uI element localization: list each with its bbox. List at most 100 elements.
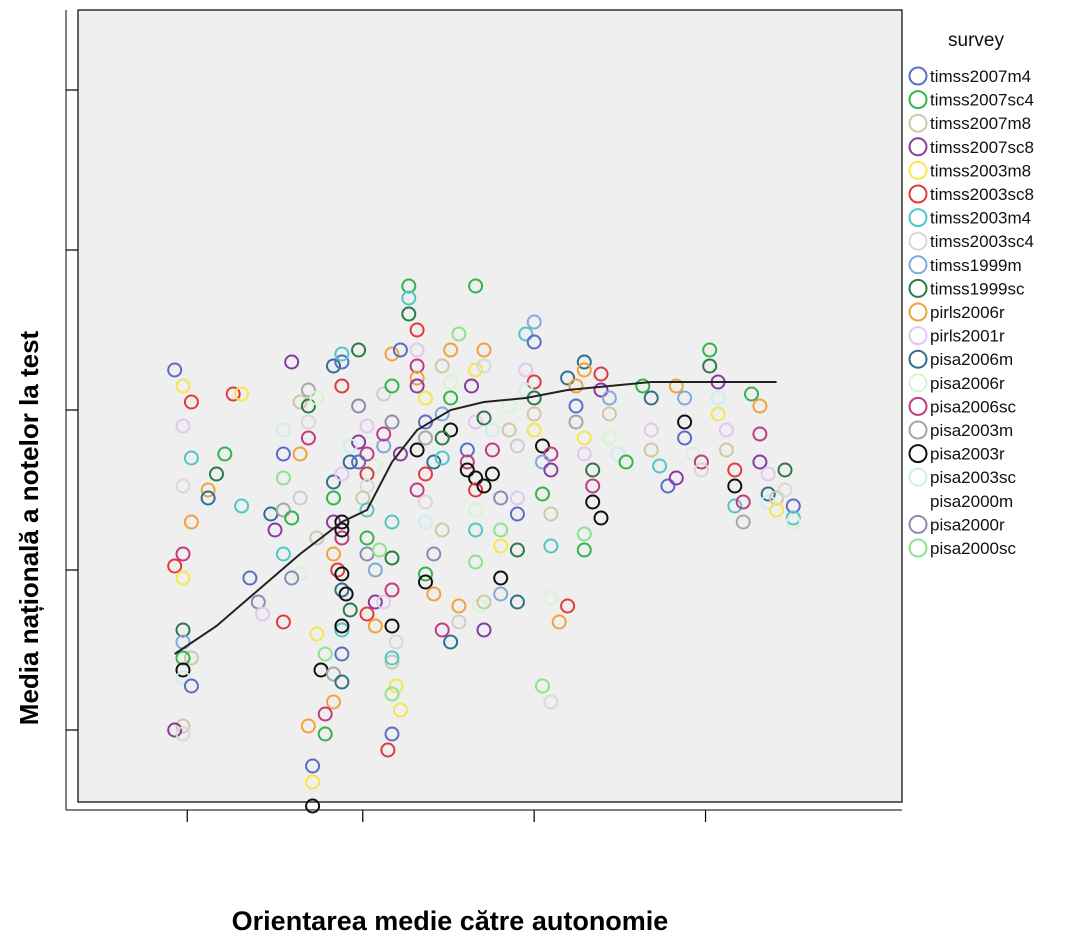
point-pisa2003r	[305, 798, 321, 814]
legend-label-timss2003sc8: timss2003sc8	[930, 185, 1034, 204]
legend-label-pisa2000r: pisa2000r	[930, 515, 1005, 534]
point-timss2007m8	[175, 718, 191, 734]
point-timss2003m4	[234, 498, 250, 514]
point-timss2007m4	[526, 334, 542, 350]
point-timss2007sc4	[326, 490, 341, 506]
legend-marker-timss2003m4	[908, 208, 928, 228]
point-timss1999m	[367, 562, 383, 578]
point-timss2003m4	[434, 450, 450, 466]
point-pirls2001r	[376, 594, 392, 610]
point-timss2007m8	[601, 406, 617, 422]
point-timss2007m4	[384, 726, 400, 742]
point-pisa2006r	[685, 446, 701, 462]
point-pisa2000sc	[372, 542, 387, 558]
point-pisa2000m	[451, 614, 467, 630]
point-timss2003sc4	[300, 414, 316, 430]
point-timss2007m8	[501, 422, 517, 438]
point-timss2003m8	[392, 702, 408, 718]
point-timss2003sc4	[418, 494, 433, 510]
point-timss1999m	[493, 586, 509, 602]
point-timss2007sc8	[476, 622, 492, 638]
x-axis-ticks	[186, 810, 707, 822]
legend-label-pisa2003m: pisa2003m	[930, 421, 1013, 440]
point-pisa2006m	[200, 490, 216, 506]
point-timss1999sc	[300, 398, 316, 414]
point-timss2007m4	[351, 454, 367, 470]
point-timss2007sc4	[217, 446, 233, 462]
legend-label-pisa2000sc: pisa2000sc	[930, 539, 1017, 558]
legend-marker-timss2007m8	[908, 113, 928, 133]
point-pisa2006m	[576, 354, 592, 370]
legend-marker-pirls2001r	[908, 326, 928, 346]
legend-marker-timss1999m	[908, 255, 928, 275]
point-pisa2003sc	[484, 422, 500, 438]
point-timss2007sc8	[284, 354, 300, 370]
point-timss1999m	[526, 314, 542, 330]
point-pisa2003r	[334, 618, 350, 634]
point-timss2003m8	[305, 774, 321, 790]
legend-label-timss2003sc4: timss2003sc4	[930, 232, 1034, 251]
point-timss2007sc4	[359, 530, 375, 546]
point-timss2003sc4	[476, 358, 492, 374]
point-timss2003sc4	[175, 726, 191, 742]
point-timss1999m	[434, 406, 450, 422]
point-timss2003sc8	[409, 322, 425, 338]
point-pisa2006r	[472, 598, 488, 614]
point-pisa2006m	[443, 634, 459, 650]
point-timss2003m4	[384, 514, 400, 530]
point-pisa2006sc	[735, 494, 751, 510]
point-pisa2003r	[677, 414, 693, 430]
point-timss2003m4	[727, 498, 743, 514]
point-pisa2003r	[334, 514, 350, 530]
point-timss1999sc	[777, 462, 793, 478]
point-pisa2006sc	[585, 478, 601, 494]
point-pisa2003r	[384, 618, 400, 634]
point-pirls2006r	[668, 378, 684, 394]
point-pisa2006m	[326, 358, 341, 374]
point-timss2003sc4	[777, 482, 793, 498]
point-pisa2006sc	[459, 454, 475, 470]
point-pisa2006sc	[334, 530, 350, 546]
point-timss1999sc	[351, 342, 367, 358]
point-pisa2003r	[476, 478, 492, 494]
legend-marker-timss2003m8	[908, 160, 928, 180]
point-timss2007m4	[334, 646, 350, 662]
point-timss2007sc4	[317, 726, 333, 742]
point-pisa2003r	[334, 522, 350, 538]
legend: timss2007m4 timss2007sc4 timss2007m8 timss2…	[908, 66, 1034, 558]
point-timss2007m4	[677, 430, 693, 446]
point-pisa2003r	[418, 574, 433, 590]
point-timss2003sc8	[183, 394, 199, 410]
point-pisa2006r	[785, 514, 801, 530]
point-timss2003sc8	[225, 386, 241, 402]
point-timss2007m4	[660, 478, 676, 494]
legend-marker-timss1999sc	[908, 278, 928, 298]
point-timss1999sc	[585, 462, 601, 478]
point-timss2007m8	[292, 394, 308, 410]
point-timss2003m8	[710, 406, 726, 422]
point-pisa2006sc	[693, 454, 709, 470]
point-pisa2006r	[309, 390, 325, 406]
point-pisa2000m	[376, 386, 392, 402]
point-timss2007sc8	[267, 522, 283, 538]
point-pirls2006r	[752, 398, 768, 414]
point-timss2003sc8	[380, 742, 396, 758]
point-timss2003m8	[576, 430, 592, 446]
point-pisa2006m	[334, 582, 350, 598]
point-timss2007sc4	[468, 278, 484, 294]
point-pisa2006sc	[359, 446, 375, 462]
point-pirls2006r	[568, 378, 584, 394]
point-timss2003m4	[468, 522, 484, 538]
point-pisa2003sc	[342, 438, 358, 454]
point-timss2007sc8	[351, 434, 367, 450]
y-axis-title: Media națională a notelor la test	[14, 330, 44, 725]
point-timss1999m	[601, 390, 617, 406]
point-timss2003m8	[468, 362, 484, 378]
point-timss2003sc8	[334, 378, 350, 394]
point-pirls2006r	[384, 346, 400, 362]
point-timss2007m4	[242, 570, 258, 586]
legend-marker-pisa2003m	[908, 420, 928, 440]
legend-marker-pisa2000sc	[908, 538, 928, 558]
point-timss2003sc8	[468, 482, 484, 498]
legend-marker-pisa2003r	[908, 444, 928, 464]
